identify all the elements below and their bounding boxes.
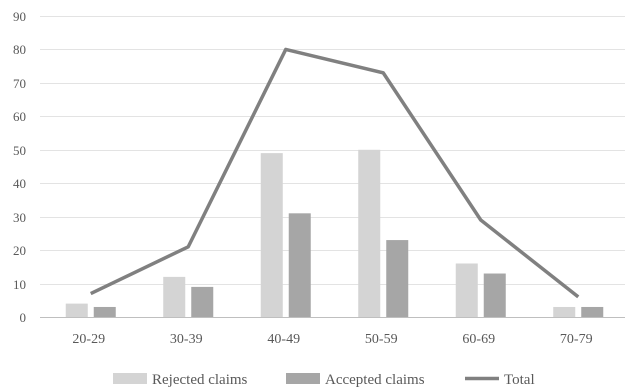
- legend-swatch-accepted-claims: [286, 373, 320, 384]
- legend-label-accepted-claims: Accepted claims: [325, 372, 425, 388]
- legend: Rejected claims Accepted claims Total: [113, 372, 535, 388]
- y-tick-label: 60: [13, 109, 26, 124]
- y-tick-label: 90: [13, 9, 26, 24]
- bar-rejected-claims: [163, 276, 186, 317]
- bar-accepted-claims: [386, 240, 409, 317]
- y-tick-label: 30: [13, 210, 26, 225]
- bar-rejected-claims: [358, 149, 381, 317]
- legend-swatch-rejected-claims: [113, 373, 147, 384]
- bars: [65, 149, 604, 317]
- bar-rejected-claims: [455, 263, 478, 317]
- y-tick-label: 80: [13, 42, 26, 57]
- x-tick-label: 20-29: [72, 332, 105, 347]
- line-total: [89, 47, 580, 299]
- x-tick-label: 70-79: [560, 332, 593, 347]
- x-tick-label: 30-39: [170, 332, 203, 347]
- x-axis-ticks: 20-29 30-39 40-49 50-59 60-69 70-79: [72, 332, 592, 347]
- bar-accepted-claims: [483, 273, 506, 317]
- x-tick-label: 40-49: [267, 332, 300, 347]
- bar-accepted-claims: [93, 306, 116, 317]
- total-line: [89, 47, 580, 299]
- x-tick-label: 50-59: [365, 332, 398, 347]
- bar-rejected-claims: [553, 306, 576, 317]
- y-tick-label: 10: [13, 277, 26, 292]
- bar-rejected-claims: [260, 153, 283, 317]
- y-tick-label: 40: [13, 176, 26, 191]
- x-tick-label: 60-69: [462, 332, 495, 347]
- y-tick-label: 20: [13, 243, 26, 258]
- bar-accepted-claims: [581, 306, 604, 317]
- bar-accepted-claims: [288, 213, 311, 317]
- legend-label-total: Total: [504, 372, 535, 388]
- legend-label-rejected-claims: Rejected claims: [152, 372, 248, 388]
- y-axis-ticks: 0 10 20 30 40 50 60 70 80 90: [13, 9, 26, 325]
- gridlines: [40, 16, 625, 318]
- bar-rejected-claims: [65, 303, 88, 317]
- y-tick-label: 0: [20, 310, 27, 325]
- y-tick-label: 50: [13, 143, 26, 158]
- bar-accepted-claims: [191, 286, 214, 317]
- y-tick-label: 70: [13, 76, 26, 91]
